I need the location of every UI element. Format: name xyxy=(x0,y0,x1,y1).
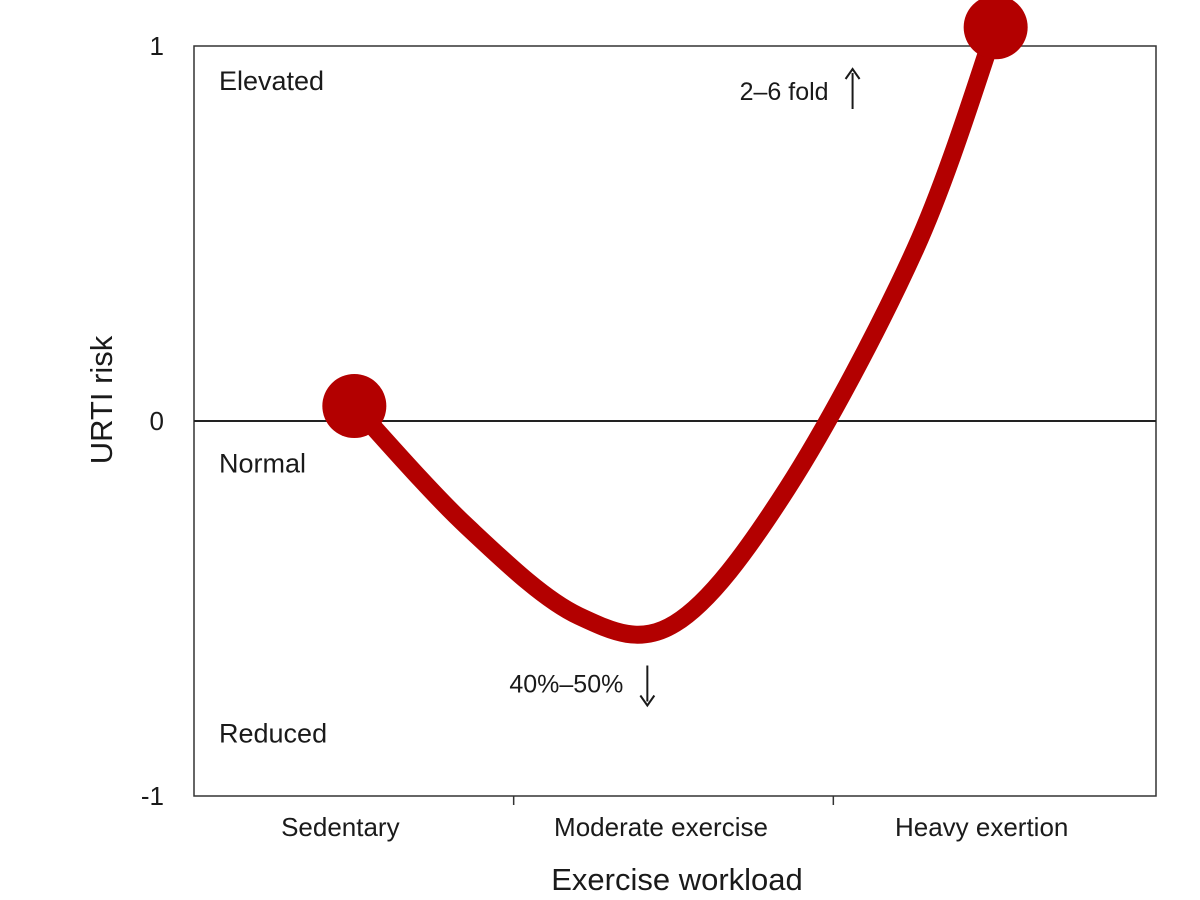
y-tick-label: 1 xyxy=(150,31,164,61)
y-tick-label: 0 xyxy=(150,406,164,436)
x-tick-label: Moderate exercise xyxy=(554,812,768,842)
curve-start-point xyxy=(322,374,387,438)
zone-label: Normal xyxy=(219,448,306,478)
zone-label: Elevated xyxy=(219,66,324,96)
x-axis-ticks: Sedentary Moderate exercise Heavy exertion xyxy=(281,796,1068,842)
zone-label: Reduced xyxy=(219,718,327,748)
risk-curve xyxy=(345,18,1005,644)
x-tick-label: Sedentary xyxy=(281,812,400,842)
y-tick-label: -1 xyxy=(141,781,164,811)
zone-labels: Elevated Normal Reduced xyxy=(219,66,327,749)
arrow-down-icon xyxy=(639,694,656,708)
x-tick-label: Heavy exertion xyxy=(895,812,1068,842)
annotation-text: 40%–50% xyxy=(509,671,623,699)
annotation-text: 2–6 fold xyxy=(740,78,829,106)
arrow-up-icon xyxy=(844,67,861,80)
series-layer xyxy=(322,0,1028,644)
y-axis-ticks: 1 0 -1 xyxy=(141,31,164,811)
curve-end-point xyxy=(963,0,1028,60)
annotations-layer: 2–6 fold 40%–50% xyxy=(509,67,861,708)
y-axis-title: URTI risk xyxy=(84,335,119,464)
x-axis-title: Exercise workload xyxy=(551,862,803,897)
